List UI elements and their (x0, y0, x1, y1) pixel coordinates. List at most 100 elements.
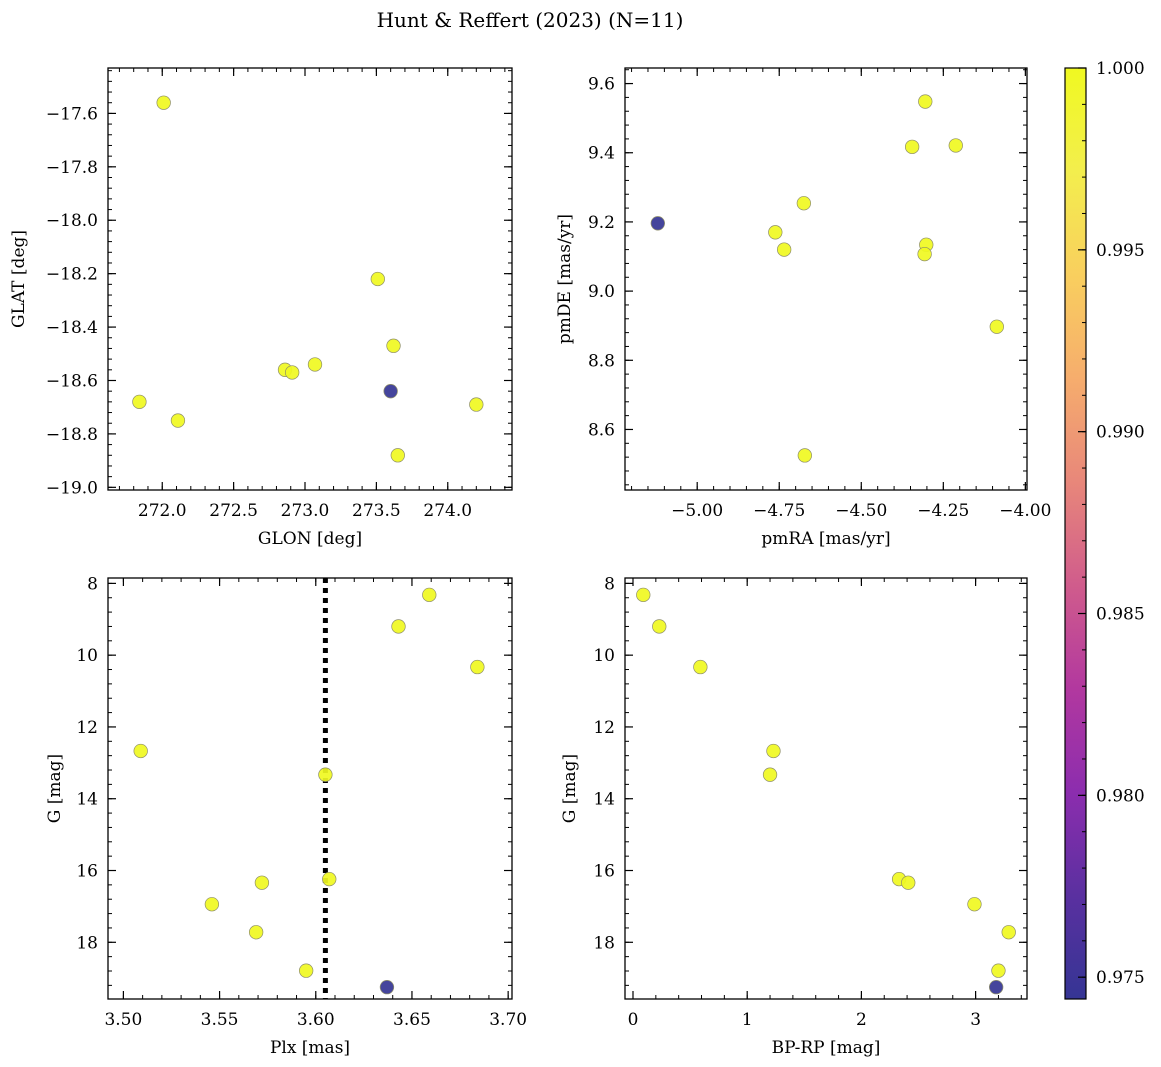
y-tick-label: −18.6 (46, 371, 98, 391)
y-axis-label: pmDE [mas/yr] (555, 214, 575, 344)
y-tick-label: −18.4 (46, 318, 98, 338)
y-tick-label: −19.0 (46, 478, 98, 498)
y-tick-label: 16 (76, 862, 98, 882)
plot-frame (624, 67, 1028, 491)
plot-frame (107, 67, 513, 491)
colorbar-tick-label: 0.995 (1096, 241, 1145, 261)
scatter-point (204, 897, 220, 912)
scatter-point (777, 242, 792, 257)
scatter-point (652, 619, 667, 634)
y-tick-label: 10 (76, 646, 98, 666)
y-tick-label: −17.6 (46, 104, 98, 124)
x-tick-label: 0 (628, 1010, 639, 1030)
y-tick-label: 12 (593, 718, 615, 738)
x-axis-label: pmRA [mas/yr] (761, 529, 890, 549)
scatter-point (422, 587, 437, 603)
y-tick-label: 14 (593, 790, 615, 810)
x-tick-label: 2 (856, 1010, 867, 1030)
y-tick-label: 9.4 (588, 144, 615, 164)
figure-title: Hunt & Reffert (2023) (N=11) (377, 8, 684, 32)
scatter-point (370, 271, 385, 287)
y-tick-label: 16 (593, 862, 615, 882)
x-tick-label: −5.00 (671, 501, 723, 521)
x-tick-label: 273.5 (352, 501, 401, 521)
colorbar-tick-label: 1.000 (1096, 59, 1145, 79)
scatter-point (967, 897, 982, 912)
x-tick-label: 273.0 (281, 501, 330, 521)
colorbar-tick-label: 0.985 (1096, 605, 1145, 625)
scatter-point (390, 448, 405, 463)
x-tick-label: 3.50 (104, 1010, 142, 1030)
y-tick-label: 8 (604, 574, 615, 594)
x-tick-label: 3.60 (297, 1010, 335, 1030)
x-tick-label: 3.70 (489, 1010, 527, 1030)
x-tick-label: 274.0 (423, 501, 472, 521)
scatter-point (254, 875, 270, 890)
scatter-point (762, 767, 778, 782)
scatter-point (285, 365, 300, 380)
x-tick-label: 272.5 (209, 501, 258, 521)
y-tick-label: −18.2 (46, 265, 98, 285)
y-tick-label: 10 (593, 646, 615, 666)
scatter-point (383, 384, 398, 399)
scatter-point (379, 980, 395, 995)
panel-plx-g: Plx [mas] G [mag] 3.50 3.55 3.60 3.65 3.70 8 1… (45, 574, 527, 1058)
scatter-point (170, 413, 186, 428)
x-tick-label: 272.0 (138, 501, 187, 521)
scatter-point (766, 743, 781, 759)
colorbar-bar (1064, 67, 1087, 1000)
scatter-point (469, 397, 484, 412)
y-tick-label: 8.6 (588, 420, 615, 440)
y-tick-label: −18.8 (46, 425, 98, 445)
colorbar: 0.975 0.980 0.985 0.990 0.995 1.000 (1064, 59, 1145, 1000)
colorbar-tick-label: 0.980 (1096, 786, 1145, 806)
x-tick-label: −4.25 (917, 501, 969, 521)
y-tick-label: 8 (87, 574, 98, 594)
scatter-point (299, 963, 314, 978)
x-axis-label: Plx [mas] (270, 1038, 350, 1058)
y-axis-label: G [mag] (45, 754, 65, 823)
scatter-point (989, 980, 1004, 995)
scatter-point (901, 875, 916, 890)
y-tick-label: 18 (593, 933, 615, 953)
y-tick-label: 8.8 (588, 351, 615, 371)
panel-glon-glat: GLON [deg] GLAT [deg] 272.0 272.5 273.0 273… (9, 67, 513, 549)
scatter-point (797, 448, 812, 463)
x-tick-label: 1 (742, 1010, 753, 1030)
scatter-point (307, 357, 323, 372)
scatter-point (156, 95, 171, 110)
y-axis-label: GLAT [deg] (9, 230, 29, 328)
y-tick-label: 9.2 (588, 213, 615, 233)
x-tick-label: 3.65 (393, 1010, 431, 1030)
scatter-point (318, 767, 333, 782)
colorbar-tick-label: 0.975 (1096, 968, 1145, 988)
scatter-point (768, 225, 783, 240)
scatter-point (322, 871, 337, 887)
y-axis-label: G [mag] (560, 754, 580, 823)
x-tick-label: −4.75 (753, 501, 805, 521)
scatter-point (391, 619, 406, 634)
scatter-point (796, 196, 811, 211)
y-tick-label: −18.0 (46, 211, 98, 231)
x-tick-label: 3.55 (201, 1010, 239, 1030)
scatter-point (904, 139, 920, 155)
scatter-point (248, 925, 264, 940)
plot-frame (107, 577, 513, 1000)
x-tick-label: 3 (970, 1010, 981, 1030)
y-tick-label: 9.6 (588, 75, 615, 95)
x-tick-label: −4.00 (999, 501, 1051, 521)
y-tick-label: 9.0 (588, 282, 615, 302)
plot-frame (624, 577, 1028, 1000)
scatter-point (918, 94, 933, 109)
scatter-point (132, 394, 147, 410)
scatter-point (991, 963, 1006, 978)
scatter-point (948, 138, 963, 153)
scatter-point (693, 659, 708, 675)
scatter-point (133, 743, 148, 759)
scatter-point (470, 659, 485, 675)
y-tick-label: 18 (76, 933, 98, 953)
scatter-point (917, 246, 932, 262)
panel-pmra-pmde: pmRA [mas/yr] pmDE [mas/yr] −5.00 −4.75 −4… (555, 67, 1051, 549)
